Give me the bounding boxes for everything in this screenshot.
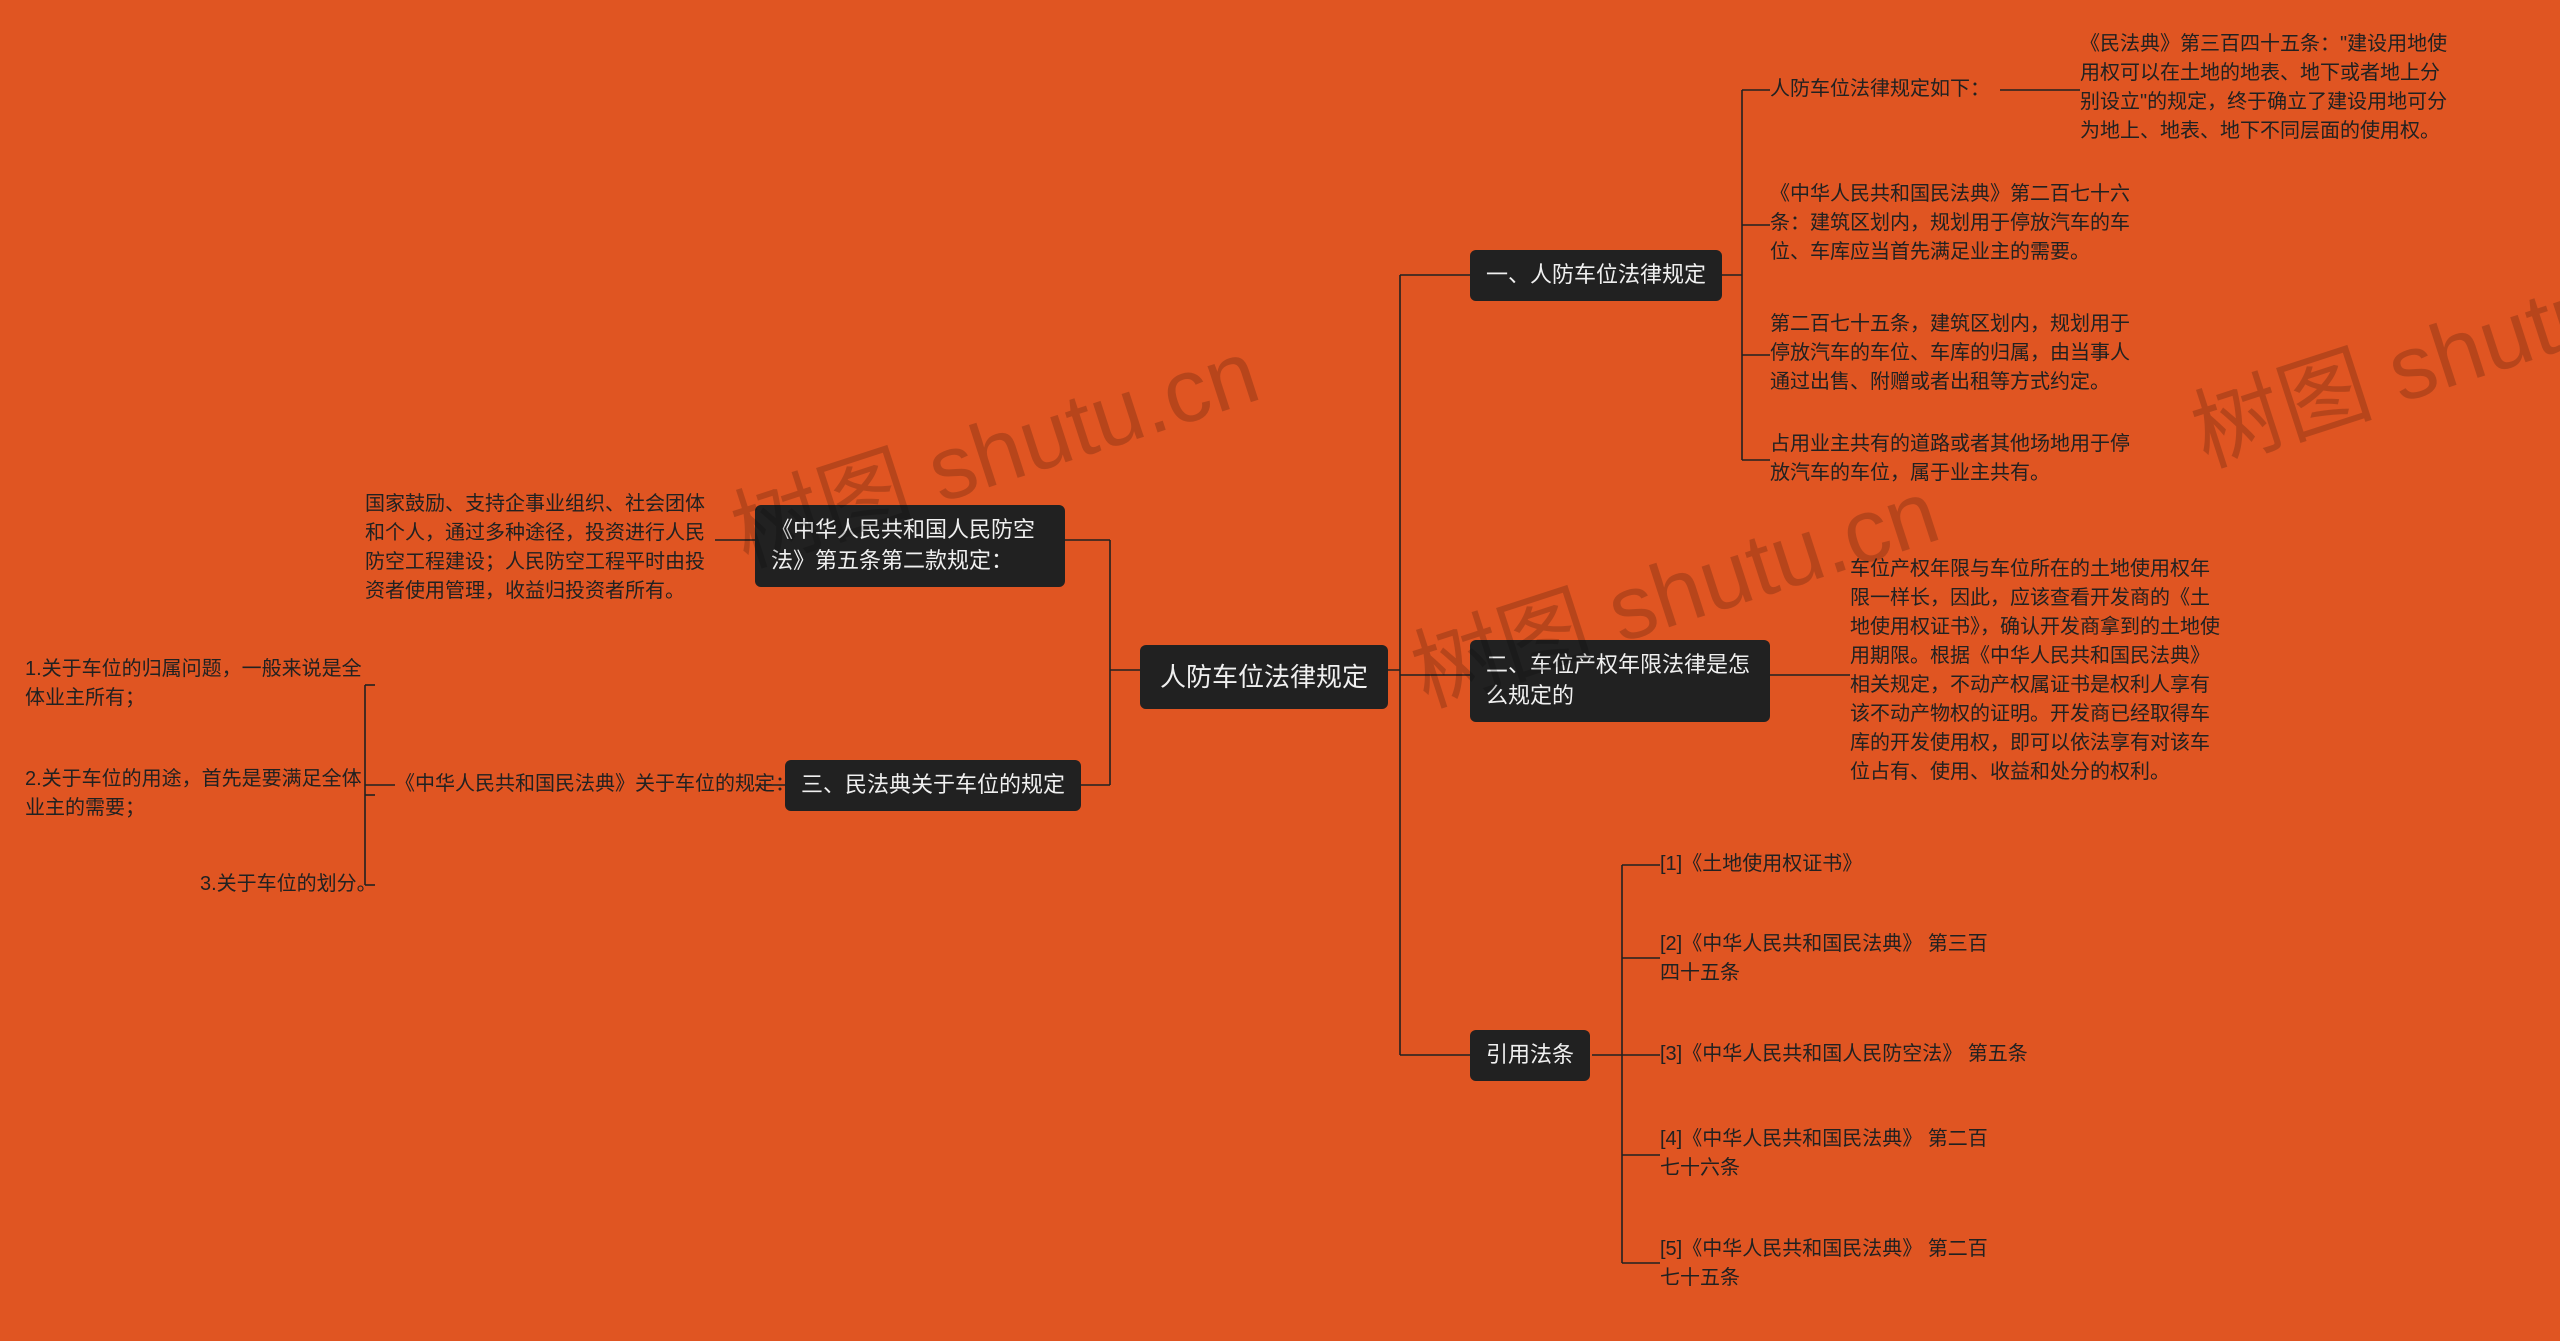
node-section-5-label: 三、民法典关于车位的规定 [801, 772, 1065, 797]
leaf-4a: 国家鼓励、支持企事业组织、社会团体和个人，通过多种途径，投资进行人民防空工程建设… [365, 490, 715, 606]
node-section-4-label: 《中华人民共和国人民防空法》第五条第二款规定： [771, 517, 1035, 573]
leaf-3a: [1]《土地使用权证书》 [1660, 850, 1862, 879]
leaf-5a2: 2.关于车位的用途，首先是要满足全体业主的需要； [25, 765, 375, 823]
leaf-5a3: 3.关于车位的划分。 [200, 870, 377, 899]
leaf-3e: [5]《中华人民共和国民法典》 第二百七十五条 [1660, 1235, 1990, 1293]
leaf-1d: 占用业主共有的道路或者其他场地用于停放汽车的车位，属于业主共有。 [1770, 430, 2140, 488]
leaf-5a: 《中华人民共和国民法典》关于车位的规定： [395, 770, 795, 799]
leaf-2a: 车位产权年限与车位所在的土地使用权年限一样长，因此，应该查看开发商的《土地使用权… [1850, 555, 2220, 787]
node-section-4: 《中华人民共和国人民防空法》第五条第二款规定： [755, 505, 1065, 587]
leaf-3b: [2]《中华人民共和国民法典》 第三百四十五条 [1660, 930, 1990, 988]
root-node: 人防车位法律规定 [1140, 645, 1388, 709]
node-section-2: 二、车位产权年限法律是怎么规定的 [1470, 640, 1770, 722]
leaf-3c: [3]《中华人民共和国人民防空法》 第五条 [1660, 1040, 2028, 1069]
node-section-1-label: 一、人防车位法律规定 [1486, 262, 1706, 287]
node-section-5: 三、民法典关于车位的规定 [785, 760, 1081, 811]
leaf-3d: [4]《中华人民共和国民法典》 第二百七十六条 [1660, 1125, 1990, 1183]
leaf-1c: 第二百七十五条，建筑区划内，规划用于停放汽车的车位、车库的归属，由当事人通过出售… [1770, 310, 2140, 397]
node-section-2-label: 二、车位产权年限法律是怎么规定的 [1486, 652, 1750, 708]
root-label: 人防车位法律规定 [1160, 662, 1368, 692]
leaf-1a: 人防车位法律规定如下： [1770, 75, 1990, 104]
watermark: 树图 shutu.cn [2173, 199, 2560, 491]
node-section-refs: 引用法条 [1470, 1030, 1590, 1081]
node-section-1: 一、人防车位法律规定 [1470, 250, 1722, 301]
leaf-1b: 《中华人民共和国民法典》第二百七十六条：建筑区划内，规划用于停放汽车的车位、车库… [1770, 180, 2140, 267]
node-section-refs-label: 引用法条 [1486, 1042, 1574, 1067]
leaf-1a1: 《民法典》第三百四十五条："建设用地使用权可以在土地的地表、地下或者地上分别设立… [2080, 30, 2450, 146]
leaf-5a1: 1.关于车位的归属问题，一般来说是全体业主所有； [25, 655, 375, 713]
